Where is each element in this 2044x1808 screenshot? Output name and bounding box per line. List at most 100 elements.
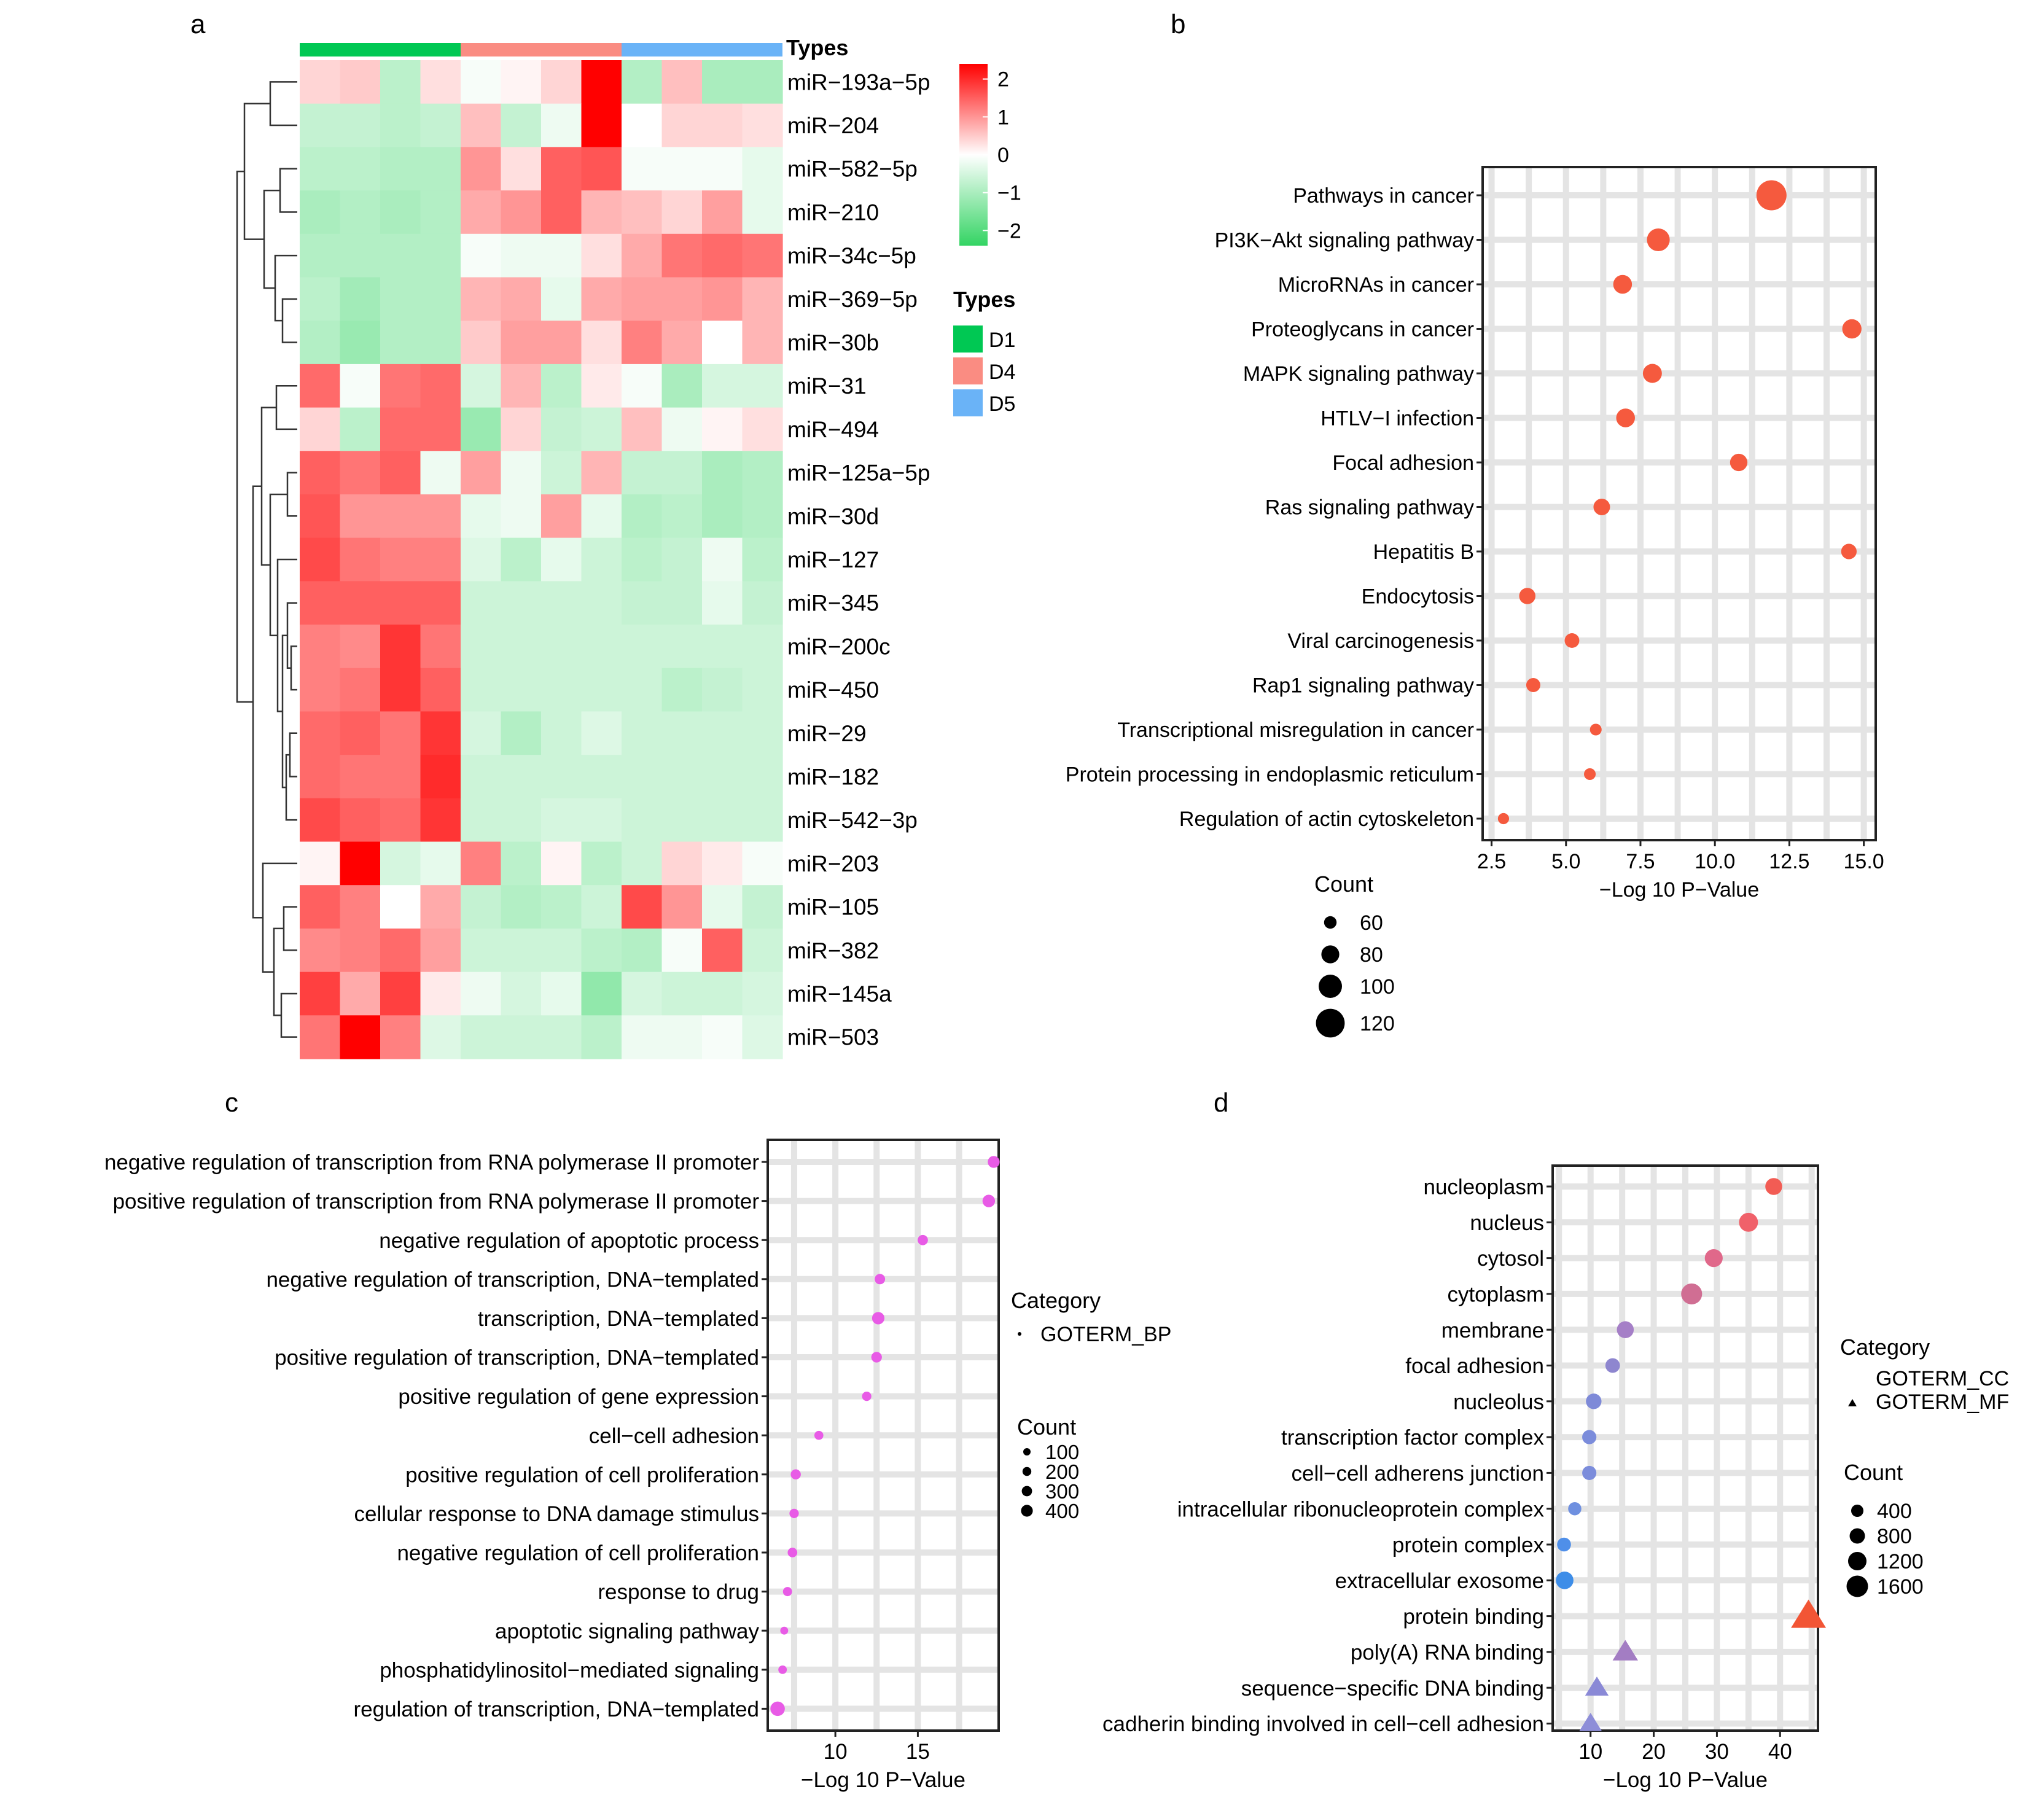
heatmap-cell xyxy=(702,841,743,886)
heatmap-panel: miR−193a−5p miR−204 miR−582−5p miR−210 miR−3… xyxy=(236,35,1021,1059)
data-point xyxy=(1756,180,1787,211)
scale-tick-label: 0 xyxy=(997,144,1009,167)
heatmap-cell xyxy=(622,581,663,625)
category-legend-triangle xyxy=(1848,1399,1857,1406)
heatmap-cell xyxy=(661,321,703,365)
y-tick-label: positive regulation of gene expression xyxy=(398,1385,759,1409)
heatmap-cell xyxy=(340,755,381,799)
heatmap-cell xyxy=(742,190,783,235)
heatmap-cell xyxy=(380,798,421,843)
heatmap-cell xyxy=(622,798,663,843)
scale-tick-label: 2 xyxy=(997,68,1009,92)
row-labels: miR−193a−5p miR−204 miR−582−5p miR−210 miR−3… xyxy=(787,69,930,1050)
y-tick-label: protein complex xyxy=(1392,1533,1545,1557)
heatmap-cell xyxy=(581,755,622,799)
heatmap-cell xyxy=(380,972,421,1016)
category-legend-title: Category xyxy=(1011,1288,1101,1313)
size-legend-dot xyxy=(1849,1528,1865,1544)
heatmap-cell xyxy=(300,755,341,799)
y-tick-label: Pathways in cancer xyxy=(1293,184,1474,208)
heatmap-cell xyxy=(420,755,461,799)
heatmap-cell xyxy=(702,233,743,278)
data-point xyxy=(1586,1393,1602,1409)
heatmap-cells xyxy=(300,60,783,1059)
heatmap-cell xyxy=(380,668,421,712)
size-legend-dot xyxy=(1319,975,1342,998)
y-tick-label: extracellular exosome xyxy=(1335,1569,1544,1593)
size-legend-label: 200 xyxy=(1045,1460,1079,1483)
data-point xyxy=(875,1274,886,1285)
heatmap-cell xyxy=(461,711,502,755)
heatmap-cell xyxy=(742,798,783,843)
data-point xyxy=(1556,1571,1574,1589)
heatmap-cell xyxy=(581,841,622,886)
y-tick-label: response to drug xyxy=(598,1580,759,1604)
size-legend-dot xyxy=(1023,1448,1031,1455)
heatmap-cell xyxy=(461,668,502,712)
heatmap-cell xyxy=(501,928,542,973)
heatmap-cell xyxy=(702,798,743,843)
y-tick-label: Ras signaling pathway xyxy=(1265,496,1474,520)
data-point xyxy=(1765,1178,1782,1195)
heatmap-cell xyxy=(742,233,783,278)
heatmap-cell xyxy=(420,494,461,539)
heatmap-cell xyxy=(340,668,381,712)
heatmap-cell xyxy=(340,190,381,235)
x-tick-label: 10.0 xyxy=(1695,850,1735,873)
row-label: miR−369−5p xyxy=(787,287,918,312)
data-point xyxy=(871,1352,882,1363)
heatmap-cell xyxy=(661,103,703,147)
x-tick-label: 7.5 xyxy=(1626,850,1655,873)
x-axis-label: −Log 10 P−Value xyxy=(1603,1768,1768,1792)
heatmap-cell xyxy=(501,668,542,712)
heatmap-cell xyxy=(702,1015,743,1059)
heatmap-cell xyxy=(420,668,461,712)
heatmap-cell xyxy=(501,841,542,886)
heatmap-cell xyxy=(461,972,502,1016)
row-label: miR−204 xyxy=(787,113,879,138)
heatmap-cell xyxy=(702,494,743,539)
row-label: miR−494 xyxy=(787,417,879,442)
row-label: miR−203 xyxy=(787,851,879,876)
y-tick-label: transcription, DNA−templated xyxy=(478,1307,759,1331)
heatmap-cell xyxy=(300,928,341,973)
size-legend-label: 100 xyxy=(1045,1441,1079,1463)
heatmap-cell xyxy=(461,1015,502,1059)
heatmap-cell xyxy=(380,60,421,104)
y-tick-label: sequence−specific DNA binding xyxy=(1241,1677,1544,1701)
types-legend-title: Types xyxy=(953,287,1015,312)
heatmap-cell xyxy=(742,581,783,625)
heatmap-cell xyxy=(541,494,582,539)
legend-swatch-D1 xyxy=(953,325,983,353)
heatmap-cell xyxy=(501,885,542,929)
heatmap-cell xyxy=(702,625,743,669)
heatmap-cell xyxy=(461,755,502,799)
size-legend-dot xyxy=(1846,1575,1868,1597)
data-point xyxy=(1590,723,1602,736)
data-point xyxy=(1568,1502,1582,1516)
heatmap-cell xyxy=(661,885,703,929)
heatmap-cell xyxy=(461,798,502,843)
heatmap-cell xyxy=(742,537,783,582)
data-point xyxy=(1616,408,1635,427)
y-tick-label: cytoplasm xyxy=(1447,1283,1544,1307)
data-point xyxy=(918,1234,928,1245)
y-tick-label: nucleoplasm xyxy=(1424,1175,1545,1199)
heatmap-cell xyxy=(501,537,542,582)
data-point xyxy=(1557,1537,1571,1552)
heatmap-cell xyxy=(622,711,663,755)
heatmap-cell xyxy=(420,364,461,408)
heatmap-cell xyxy=(622,277,663,321)
legend-label-D5: D5 xyxy=(989,392,1015,416)
y-tick-label: negative regulation of apoptotic process xyxy=(379,1229,759,1253)
heatmap-cell xyxy=(300,277,341,321)
row-label: miR−582−5p xyxy=(787,157,918,182)
data-point xyxy=(790,1469,801,1480)
heatmap-cell xyxy=(702,190,743,235)
heatmap-cell xyxy=(581,451,622,495)
y-tick-label: nucleus xyxy=(1470,1211,1544,1235)
y-tick-label: positive regulation of transcription, DN… xyxy=(275,1346,759,1370)
heatmap-cell xyxy=(380,625,421,669)
size-legend-label: 300 xyxy=(1045,1480,1079,1503)
heatmap-cell xyxy=(340,798,381,843)
